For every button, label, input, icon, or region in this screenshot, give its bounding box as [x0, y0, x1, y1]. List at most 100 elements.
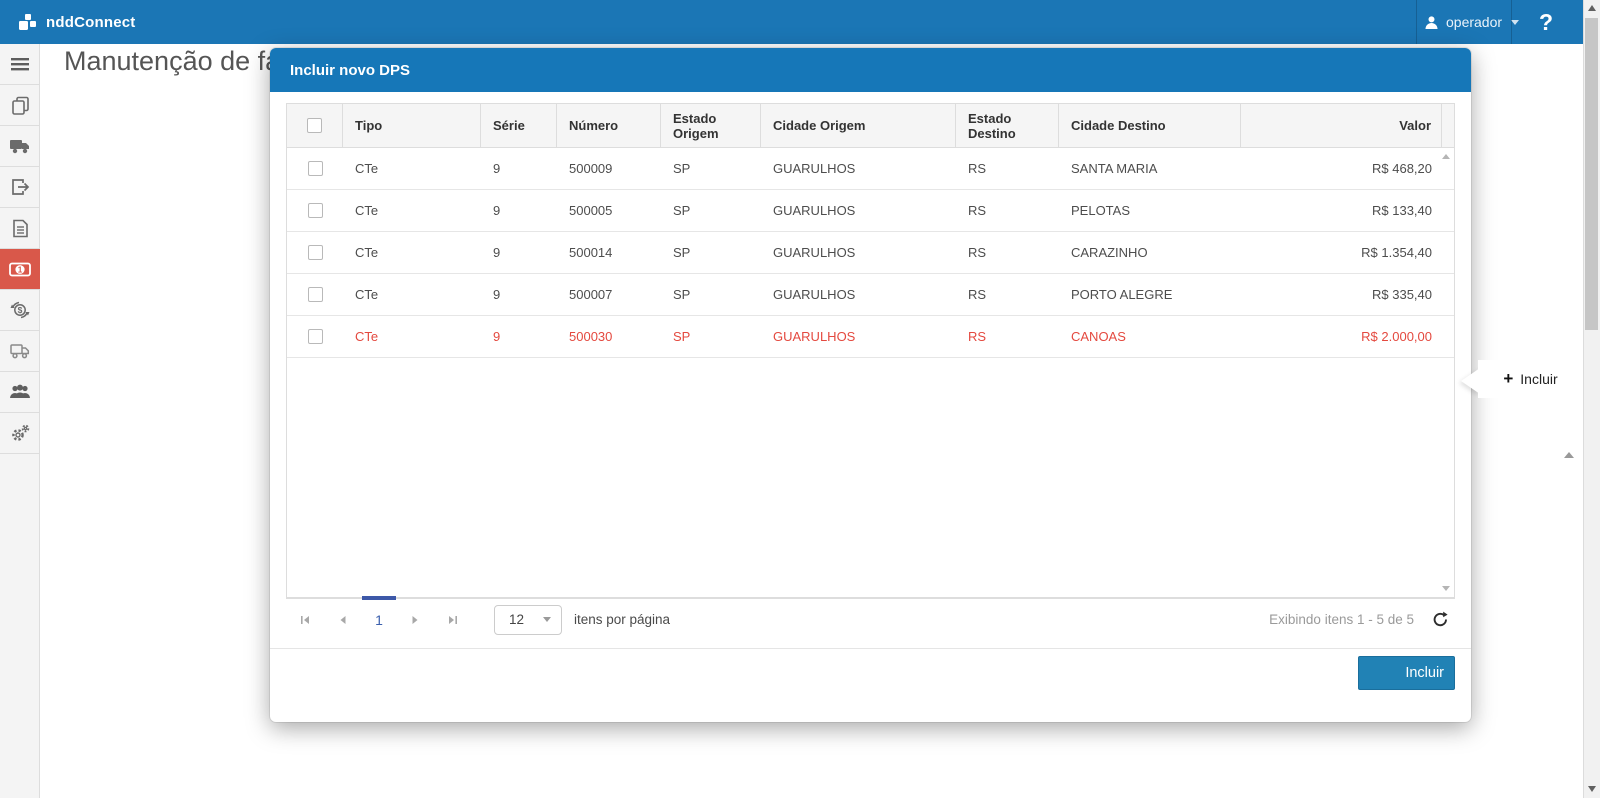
- add-button-notch: [1461, 368, 1480, 394]
- cell-cidade-origem: GUARULHOS: [773, 161, 856, 176]
- table-scroll-up-icon[interactable]: [1564, 452, 1574, 458]
- dps-grid: Tipo Série Número Estado Origem Cidade O…: [286, 103, 1455, 598]
- column-header-estado-origem[interactable]: Estado Origem: [661, 104, 761, 147]
- cell-estado-destino: RS: [968, 245, 987, 260]
- chevron-down-icon: [1511, 19, 1520, 25]
- cell-estado-destino: RS: [968, 203, 987, 218]
- page-scrollbar-thumb[interactable]: [1585, 18, 1598, 330]
- users-icon: [10, 384, 30, 398]
- dps-row[interactable]: CTe 9 500009 SP GUARULHOS RS SANTA MARIA…: [287, 148, 1454, 190]
- pager-page-1[interactable]: 1: [362, 596, 396, 640]
- money-sync-icon: $: [10, 301, 30, 319]
- dps-row[interactable]: CTe 9 500014 SP GUARULHOS RS CARAZINHO R…: [287, 232, 1454, 274]
- pager-prev-button[interactable]: [324, 599, 362, 640]
- row-checkbox[interactable]: [307, 329, 323, 344]
- incluir-dps-modal: Incluir novo DPS Tipo Série Número Estad…: [270, 48, 1471, 722]
- row-checkbox[interactable]: [307, 245, 323, 260]
- cell-cidade-destino: CANOAS: [1071, 329, 1126, 344]
- page-scroll-down-icon[interactable]: [1588, 786, 1596, 792]
- pager-last-button[interactable]: [434, 599, 472, 640]
- chevron-down-icon: [543, 617, 551, 622]
- page-size-select[interactable]: 12: [494, 604, 562, 635]
- cell-valor: R$ 335,40: [1372, 287, 1432, 302]
- sidebar-item-menu[interactable]: [0, 44, 40, 85]
- cell-tipo: CTe: [355, 161, 379, 176]
- column-header-tipo[interactable]: Tipo: [343, 104, 481, 147]
- topbar-divider: [1416, 0, 1417, 44]
- grid-scroll-down-icon[interactable]: [1442, 586, 1450, 591]
- menu-icon: [11, 58, 29, 71]
- sidebar-item-shipping[interactable]: [0, 331, 40, 372]
- export-icon: [11, 179, 29, 195]
- row-checkbox[interactable]: [307, 203, 323, 218]
- modal-incluir-button[interactable]: Incluir: [1358, 656, 1455, 690]
- dps-row-highlighted[interactable]: CTe 9 500030 SP GUARULHOS RS CANOAS R$ 2…: [287, 316, 1454, 358]
- sidebar-item-settings[interactable]: [0, 413, 40, 454]
- cell-serie: 9: [493, 203, 501, 218]
- pager-next-button[interactable]: [396, 599, 434, 640]
- cell-estado-origem: SP: [673, 245, 691, 260]
- column-header-cidade-origem[interactable]: Cidade Origem: [761, 104, 956, 147]
- cell-cidade-destino: CARAZINHO: [1071, 245, 1148, 260]
- pager-first-button[interactable]: [286, 599, 324, 640]
- cell-cidade-destino: SANTA MARIA: [1071, 161, 1158, 176]
- sidebar-item-export[interactable]: [0, 167, 40, 208]
- select-all-cell: [287, 104, 343, 147]
- plus-icon: +: [1503, 369, 1514, 388]
- cell-serie: 9: [493, 245, 501, 260]
- cell-estado-destino: RS: [968, 161, 987, 176]
- cell-estado-origem: SP: [673, 203, 691, 218]
- cell-serie: 9: [493, 329, 501, 344]
- column-header-serie[interactable]: Série: [481, 104, 557, 147]
- sidebar-item-documents[interactable]: [0, 85, 40, 126]
- column-header-numero[interactable]: Número: [557, 104, 661, 147]
- sidebar-item-fleet[interactable]: [0, 126, 40, 167]
- page-scroll-up-icon[interactable]: [1588, 5, 1596, 11]
- sidebar-item-money-sync[interactable]: $: [0, 290, 40, 331]
- cell-cidade-destino: PORTO ALEGRE: [1071, 287, 1173, 302]
- cell-estado-destino: RS: [968, 329, 987, 344]
- cell-estado-origem: SP: [673, 161, 691, 176]
- cell-tipo: CTe: [355, 203, 379, 218]
- dps-row[interactable]: CTe 9 500007 SP GUARULHOS RS PORTO ALEGR…: [287, 274, 1454, 316]
- column-header-estado-destino[interactable]: Estado Destino: [956, 104, 1059, 147]
- cell-estado-origem: SP: [673, 287, 691, 302]
- row-checkbox[interactable]: [307, 287, 323, 302]
- page-size-value: 12: [509, 612, 525, 627]
- brand-logo[interactable]: nddConnect: [16, 0, 136, 44]
- row-checkbox[interactable]: [307, 161, 323, 176]
- user-icon: [1425, 15, 1438, 29]
- next-page-icon: [412, 615, 418, 624]
- dps-row[interactable]: CTe 9 500005 SP GUARULHOS RS PELOTAS R$ …: [287, 190, 1454, 232]
- select-all-checkbox[interactable]: [307, 118, 322, 133]
- sidebar-item-document[interactable]: [0, 208, 40, 249]
- cell-valor: R$ 2.000,00: [1361, 329, 1432, 344]
- per-page-label: itens por página: [574, 612, 671, 627]
- user-menu[interactable]: operador: [1424, 0, 1520, 44]
- help-button[interactable]: ?: [1538, 8, 1554, 35]
- cell-cidade-origem: GUARULHOS: [773, 245, 856, 260]
- cell-numero: 500009: [569, 161, 613, 176]
- sidebar-item-users[interactable]: [0, 372, 40, 413]
- modal-title: Incluir novo DPS: [290, 61, 411, 79]
- column-header-valor[interactable]: Valor: [1241, 104, 1442, 147]
- truck-icon: [10, 139, 29, 153]
- page-title: Manutenção de fatu: [64, 46, 303, 76]
- add-dps-button-label: Incluir: [1520, 371, 1558, 387]
- last-page-icon: [449, 615, 457, 624]
- cell-valor: R$ 1.354,40: [1361, 245, 1432, 260]
- truck-outline-icon: [10, 344, 30, 359]
- refresh-button[interactable]: [1432, 611, 1449, 628]
- cell-serie: 9: [493, 287, 501, 302]
- grid-scroll-up-icon[interactable]: [1442, 154, 1450, 159]
- add-dps-button[interactable]: + Incluir: [1478, 360, 1583, 398]
- refresh-icon: [1433, 611, 1448, 627]
- sidebar-item-billing[interactable]: 1: [0, 249, 40, 290]
- cell-tipo: CTe: [355, 287, 379, 302]
- modal-header: Incluir novo DPS: [270, 48, 1471, 92]
- column-header-cidade-destino[interactable]: Cidade Destino: [1059, 104, 1241, 147]
- settings-icon: [12, 424, 30, 441]
- cell-cidade-origem: GUARULHOS: [773, 287, 856, 302]
- cell-cidade-origem: GUARULHOS: [773, 329, 856, 344]
